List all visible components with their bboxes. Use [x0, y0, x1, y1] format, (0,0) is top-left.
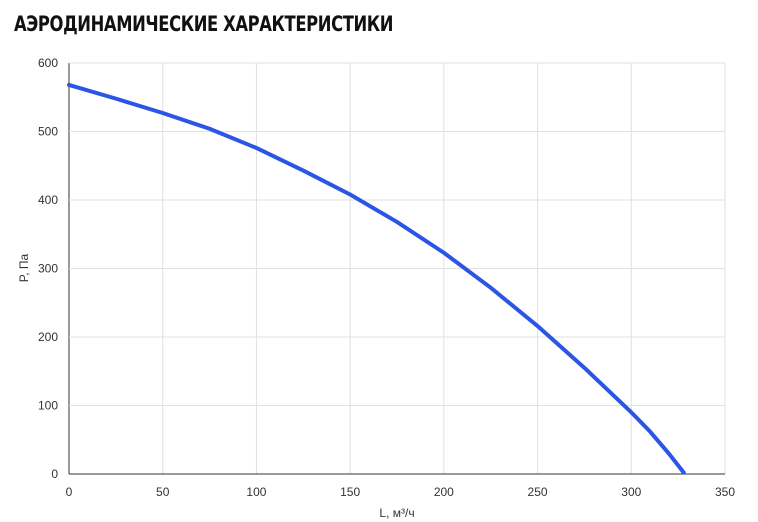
page-title: АЭРОДИНАМИЧЕСКИЕ ХАРАКТЕРИСТИКИ [14, 12, 394, 36]
y-axis-ticks: 0 100 200 300 400 500 600 [38, 56, 58, 481]
x-tick-label: 100 [246, 485, 266, 499]
y-axis-label: P, Па [17, 253, 31, 282]
y-tick-label: 400 [38, 193, 58, 207]
x-tick-label: 200 [434, 485, 454, 499]
y-tick-label: 300 [38, 262, 58, 276]
grid-lines [68, 62, 726, 475]
y-tick-label: 100 [38, 399, 58, 413]
x-tick-label: 0 [66, 485, 73, 499]
y-tick-label: 0 [51, 467, 58, 481]
y-tick-label: 200 [38, 330, 58, 344]
x-axis-label: L, м³/ч [379, 506, 414, 520]
series-line [67, 82, 686, 475]
x-tick-label: 50 [156, 485, 170, 499]
x-tick-label: 250 [528, 485, 548, 499]
x-tick-label: 150 [340, 485, 360, 499]
y-tick-label: 600 [38, 56, 58, 70]
y-tick-label: 500 [38, 125, 58, 139]
x-tick-label: 350 [715, 485, 735, 499]
x-axis-ticks: 0 50 100 150 200 250 300 350 [66, 485, 736, 499]
series-group [67, 82, 686, 475]
x-tick-label: 300 [621, 485, 641, 499]
